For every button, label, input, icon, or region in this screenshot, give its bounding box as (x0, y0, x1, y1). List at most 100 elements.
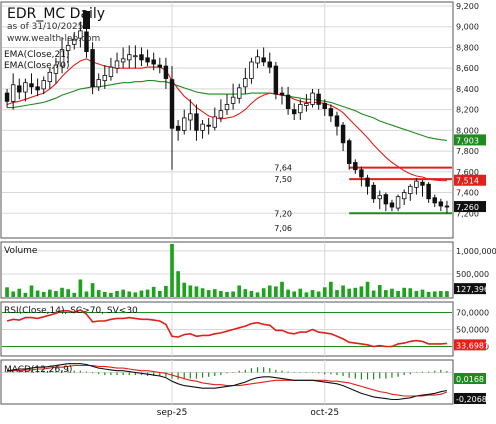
candle-body (340, 124, 346, 144)
macd-histogram-bar (409, 372, 411, 375)
candle-body (334, 115, 340, 127)
candle-body (426, 183, 431, 200)
macd-histogram-bar (79, 370, 81, 373)
volume-bar (225, 291, 229, 297)
candle-body (328, 108, 334, 117)
macd-histogram-bar (232, 372, 234, 373)
ema70-last-value: 7,903 (456, 136, 479, 145)
candle-body (298, 104, 303, 114)
volume-bar (439, 291, 443, 297)
price-tick-label: 8,000 (456, 126, 479, 135)
volume-bar (47, 289, 52, 297)
volume-bar (341, 285, 345, 297)
volume-bar (219, 291, 223, 297)
candle-body (29, 83, 34, 88)
candle-body (108, 66, 114, 77)
macd-histogram-bar (43, 370, 45, 373)
volume-bar (243, 289, 248, 297)
macd-histogram-bar (311, 372, 314, 373)
volume-bar (359, 286, 364, 297)
rsi-layer (6, 308, 447, 348)
close-last-value: 7,260 (456, 203, 479, 212)
volume-bar (304, 292, 309, 297)
macd-histogram-bar (263, 367, 265, 373)
axis-layer: sep-25 oct-25 9,200 9,000 8,800 8,600 8,400 8,2… (157, 2, 496, 418)
macd-histogram-bar (366, 372, 369, 380)
volume-bar (115, 291, 119, 297)
macd-histogram-bar (189, 372, 191, 379)
price-tick-label: 7,400 (456, 189, 479, 198)
candle-body (371, 184, 376, 200)
volume-bar (72, 292, 77, 297)
candle-body (188, 113, 193, 121)
volume-bar (182, 282, 187, 297)
volume-bar (335, 290, 339, 297)
candle-body (353, 162, 358, 171)
macd-histogram-bar (397, 372, 399, 377)
candle-body (285, 94, 291, 110)
macd-histogram-bar (428, 371, 430, 373)
volume-bar (157, 291, 162, 297)
candle-body (420, 181, 425, 186)
macd-histogram-bar (299, 372, 301, 373)
macd-histogram-bar (85, 371, 88, 373)
macd-layer (6, 363, 448, 401)
volume-bar (420, 289, 425, 297)
rsi-last-value: 33,6987 (456, 341, 489, 350)
macd-histogram-bar (55, 370, 57, 373)
volume-bar (206, 290, 211, 297)
macd-histogram-bar (98, 372, 100, 375)
macd-histogram-bar (434, 370, 436, 373)
volume-bar (292, 291, 297, 297)
candle-body (304, 103, 309, 106)
macd-pane (0, 359, 454, 405)
macd-histogram-bar (354, 372, 356, 379)
candle-body (261, 57, 266, 63)
macd-hist-last-value-bg (454, 373, 486, 384)
candle-body (383, 194, 389, 205)
legend-ema21: EMA(Close,21) (4, 50, 69, 60)
volume-bar (231, 291, 235, 297)
macd-title: MACD(12,26,9) (4, 365, 72, 375)
macd-histogram-bar (128, 372, 130, 376)
volume-bar (310, 290, 315, 297)
volume-bar (408, 288, 413, 297)
candle-body (273, 65, 279, 95)
macd-histogram-bar (104, 372, 106, 376)
volume-bar (255, 292, 260, 297)
volume-bar (170, 244, 174, 297)
candle-body (408, 185, 413, 194)
volume-bar (78, 279, 83, 297)
volume-bar (261, 288, 266, 297)
candle-body (200, 123, 205, 131)
macd-histogram-bar (159, 372, 161, 376)
volume-bar (298, 288, 303, 297)
macd-histogram-bar (440, 369, 442, 373)
volume-bar (280, 281, 284, 297)
volume-bar (267, 285, 272, 297)
macd-histogram-bar (256, 367, 259, 373)
candle-body (35, 86, 40, 91)
candle-body (72, 38, 77, 45)
macd-histogram-bar (385, 372, 387, 379)
volume-tick-label: 1,000,000 (456, 247, 496, 256)
rsi-title: RSI(Close,14), SC>70, SV<30 (4, 306, 138, 316)
macd-histogram-bar (403, 372, 405, 376)
volume-bar (23, 292, 28, 297)
volume-bar (402, 287, 407, 297)
candle-body (224, 104, 230, 111)
macd-histogram-bar (336, 372, 338, 376)
ema21-last-value-bg (454, 174, 486, 186)
volume-bar (384, 290, 388, 297)
volume-bar (151, 286, 156, 297)
macd-histogram-bar (391, 372, 393, 378)
macd-last-value: -0,2068 (456, 395, 487, 404)
candle-body (65, 44, 71, 51)
volume-layer (5, 244, 449, 297)
candle-body (194, 113, 199, 131)
macd-histogram-bar (415, 372, 417, 373)
macd-histogram-bar (183, 372, 185, 380)
macd-histogram-bar (287, 371, 289, 373)
macd-histogram-bar (446, 371, 448, 373)
